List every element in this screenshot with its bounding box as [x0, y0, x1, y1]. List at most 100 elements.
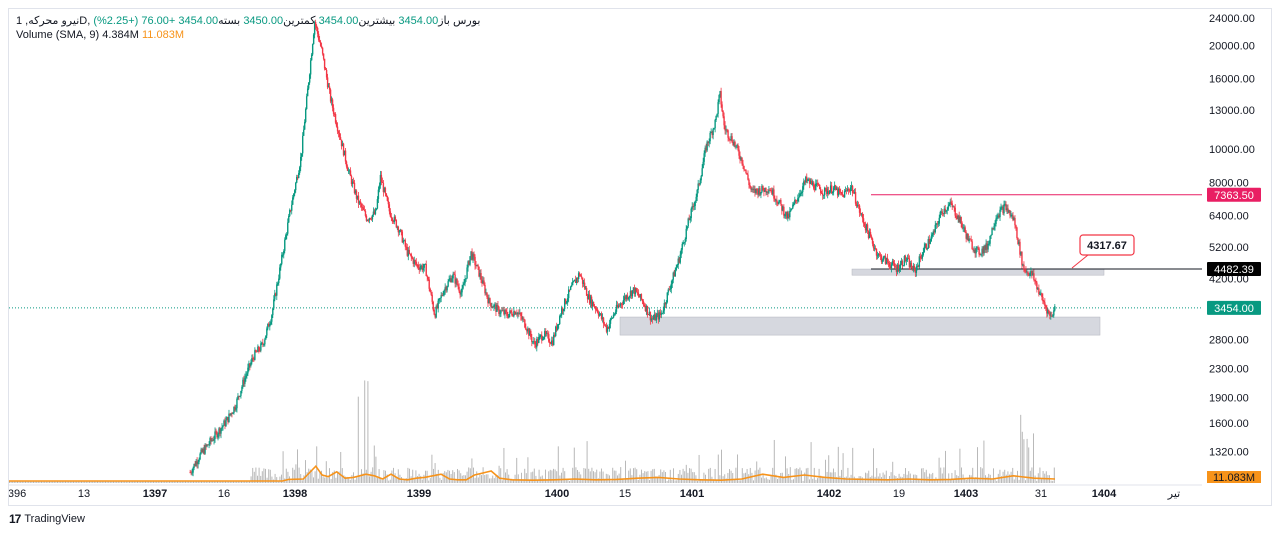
candle-body [714, 119, 716, 129]
volume-bar [932, 472, 934, 483]
candle-body [975, 247, 977, 254]
candle-body [208, 444, 210, 446]
volume-bar [301, 480, 303, 483]
candle-body [955, 215, 957, 218]
candle-body [510, 310, 512, 313]
volume-bar [417, 476, 418, 483]
candle-body [259, 350, 261, 352]
candle-body [953, 206, 955, 208]
volume-axis-label: 11.083M [1213, 472, 1255, 484]
volume-bar [679, 469, 681, 483]
candle-body [330, 99, 333, 102]
candle-body [232, 412, 234, 414]
candle-body [949, 201, 951, 205]
volume-bar [684, 471, 686, 483]
candle-body [207, 444, 209, 446]
candle-body [680, 249, 682, 255]
candle-body [934, 224, 936, 233]
volume-bar [186, 481, 188, 483]
candle-body [922, 252, 925, 255]
candle-body [301, 135, 304, 154]
volume-bar [588, 468, 590, 483]
volume-bar [489, 478, 490, 483]
last-price-tag [1207, 300, 1261, 315]
candle-body [872, 243, 875, 249]
volume-bar [122, 481, 124, 483]
candle-body [443, 290, 445, 295]
legend-symbol: نیرو محرکه, 1D, بورس [16, 15, 481, 27]
candle-body [236, 398, 238, 409]
volume-bar [857, 478, 858, 483]
tradingview-logo[interactable]: 17 TradingView [9, 512, 85, 526]
candle-body [728, 137, 730, 140]
candle-body [1021, 251, 1023, 266]
candle-body [733, 141, 735, 146]
chart-frame[interactable]: 24000.00 20000.00 16000.00 13000.00 10000.00… [8, 8, 1272, 506]
candle-body [366, 220, 369, 221]
volume-bar [225, 481, 226, 483]
candle-body [702, 161, 704, 169]
volume-bar [404, 479, 406, 483]
candle-body [422, 267, 424, 271]
volume-bar [356, 477, 358, 483]
candle-body [572, 281, 575, 282]
candle-body [292, 197, 294, 205]
volume-bar [820, 475, 822, 483]
candle-body [467, 261, 469, 268]
candle-body [624, 296, 627, 300]
candle-body [438, 298, 440, 301]
volume-bar [549, 469, 551, 483]
candle-body [999, 209, 1001, 218]
volume-bar [18, 481, 20, 483]
volume-bar [77, 481, 79, 483]
volume-bar [20, 481, 22, 483]
candle-body [367, 220, 370, 221]
candle-body [362, 207, 365, 210]
candle-body [1044, 302, 1046, 306]
candle-body [790, 209, 792, 212]
candle-body [1009, 210, 1011, 216]
candle-body [632, 287, 635, 291]
volume-bar [887, 479, 889, 483]
candle-body [685, 228, 687, 240]
candle-body [512, 315, 514, 317]
price-chart[interactable]: 24000.00 20000.00 16000.00 13000.00 10000.00… [9, 9, 1273, 507]
candle-body [352, 181, 355, 183]
candle-body [294, 190, 296, 194]
volume-bar [76, 481, 78, 483]
candle-body [783, 206, 785, 216]
candle-body [239, 395, 241, 397]
candle-body [474, 256, 476, 266]
candle-body [750, 186, 752, 190]
volume-bar [357, 396, 359, 483]
volume-bar [178, 481, 180, 483]
candle-body [1036, 282, 1038, 290]
candle-body [1039, 294, 1041, 295]
candle-body [206, 444, 208, 447]
candle-body [701, 168, 703, 177]
volume-bar [34, 481, 36, 483]
candle-body [894, 266, 897, 268]
candle-body [724, 125, 726, 131]
candle-body [856, 205, 859, 207]
volume-bar [511, 478, 513, 483]
volume-bar [583, 468, 585, 483]
volume-bar [351, 475, 353, 483]
candle-body [342, 143, 345, 156]
candle-body [431, 294, 433, 302]
candle-body [933, 231, 935, 233]
candle-body [868, 232, 871, 238]
candle-body [338, 133, 341, 138]
candle-body [217, 434, 219, 438]
candle-body [509, 310, 511, 315]
candle-body [489, 298, 491, 303]
volume-bar [636, 469, 638, 483]
candle-body [396, 226, 399, 228]
candle-body [938, 217, 940, 224]
candle-body [468, 261, 470, 265]
candle-body [469, 256, 471, 265]
volume-bar [930, 474, 932, 483]
candle-body [524, 319, 526, 328]
candle-body [1003, 204, 1005, 214]
volume-bar [618, 473, 620, 483]
